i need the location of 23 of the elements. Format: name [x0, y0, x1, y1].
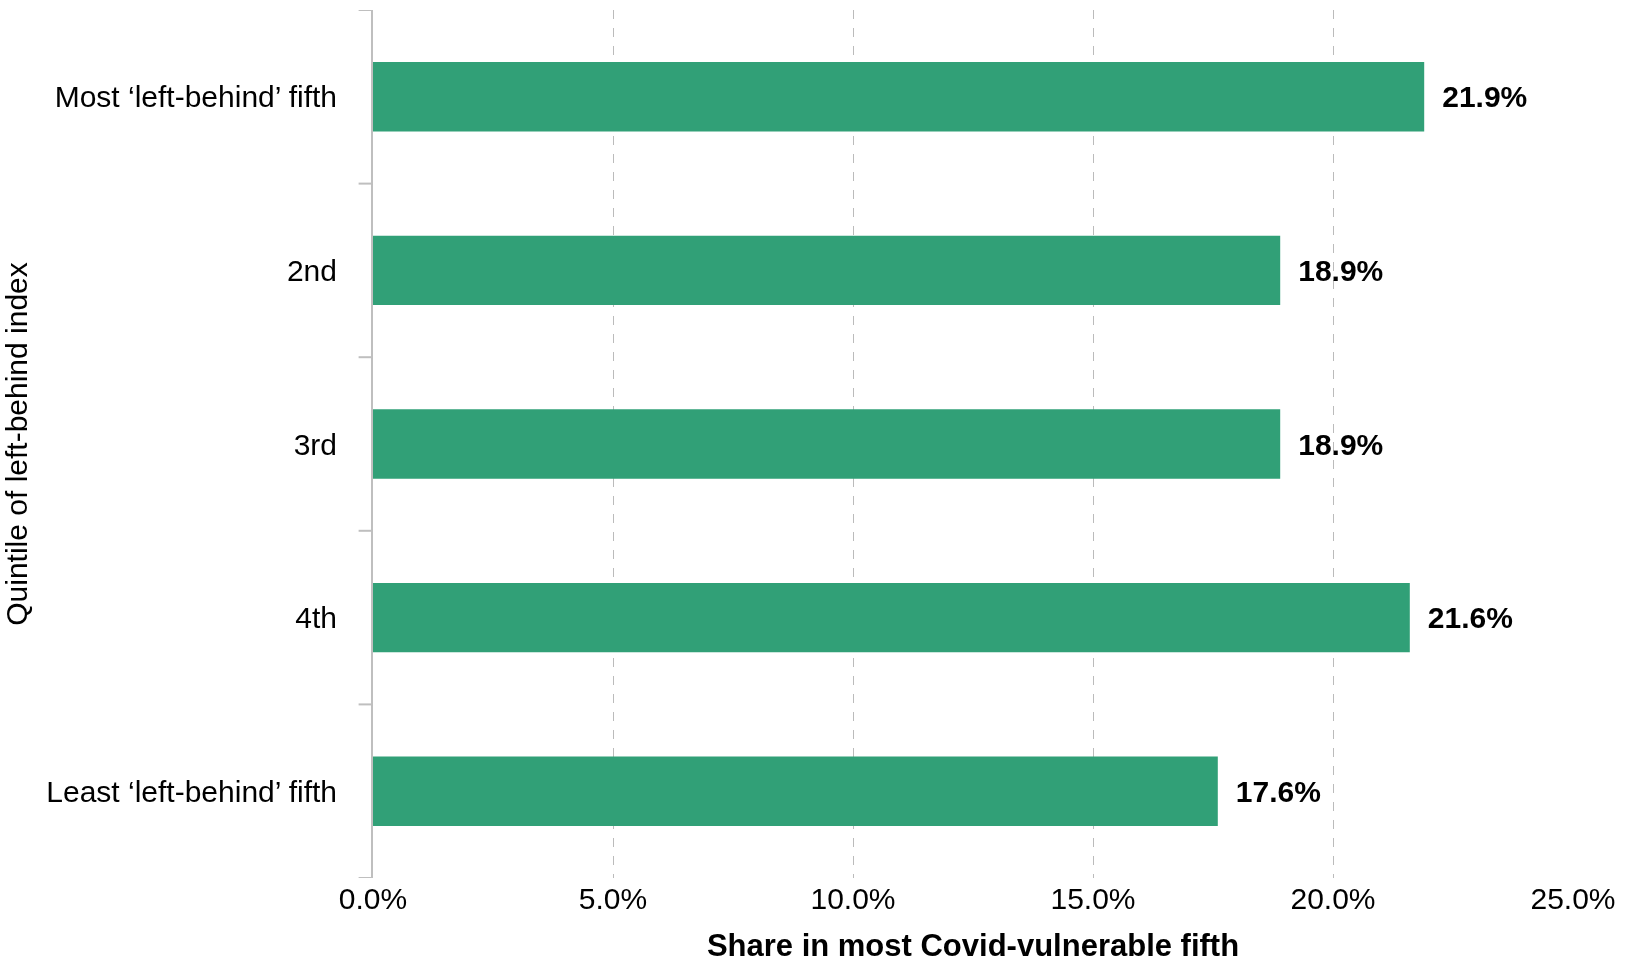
- data-label: 21.9%: [1427, 80, 1528, 114]
- bar: [373, 62, 1425, 132]
- data-label: 18.9%: [1283, 253, 1384, 287]
- x-axis-title: Share in most Covid-vulnerable fifth: [706, 928, 1240, 964]
- bar: [373, 756, 1218, 826]
- x-tick-label: 20.0%: [1290, 882, 1376, 915]
- data-label: 21.6%: [1412, 601, 1513, 635]
- bar: [373, 235, 1281, 306]
- bar: [373, 409, 1281, 479]
- x-tick-label: 0.0%: [338, 882, 408, 915]
- x-tick-label: 5.0%: [578, 882, 648, 915]
- x-tick-label: 25.0%: [1530, 882, 1616, 915]
- y-tick-label: 4th: [295, 601, 337, 635]
- x-tick-label: 15.0%: [1050, 882, 1136, 915]
- y-tick-label: 3rd: [293, 427, 337, 461]
- y-tick-label: Most ‘left-behind’ fifth: [54, 80, 337, 114]
- x-tick-label: 10.0%: [810, 882, 896, 915]
- y-axis-title: Quintile of left-behind index: [0, 262, 33, 626]
- data-label: 17.6%: [1220, 774, 1321, 808]
- data-label: 18.9%: [1283, 427, 1384, 461]
- y-tick-label: 2nd: [286, 253, 337, 287]
- bar: [373, 582, 1410, 653]
- y-tick-label: Least ‘left-behind’ fifth: [46, 774, 337, 808]
